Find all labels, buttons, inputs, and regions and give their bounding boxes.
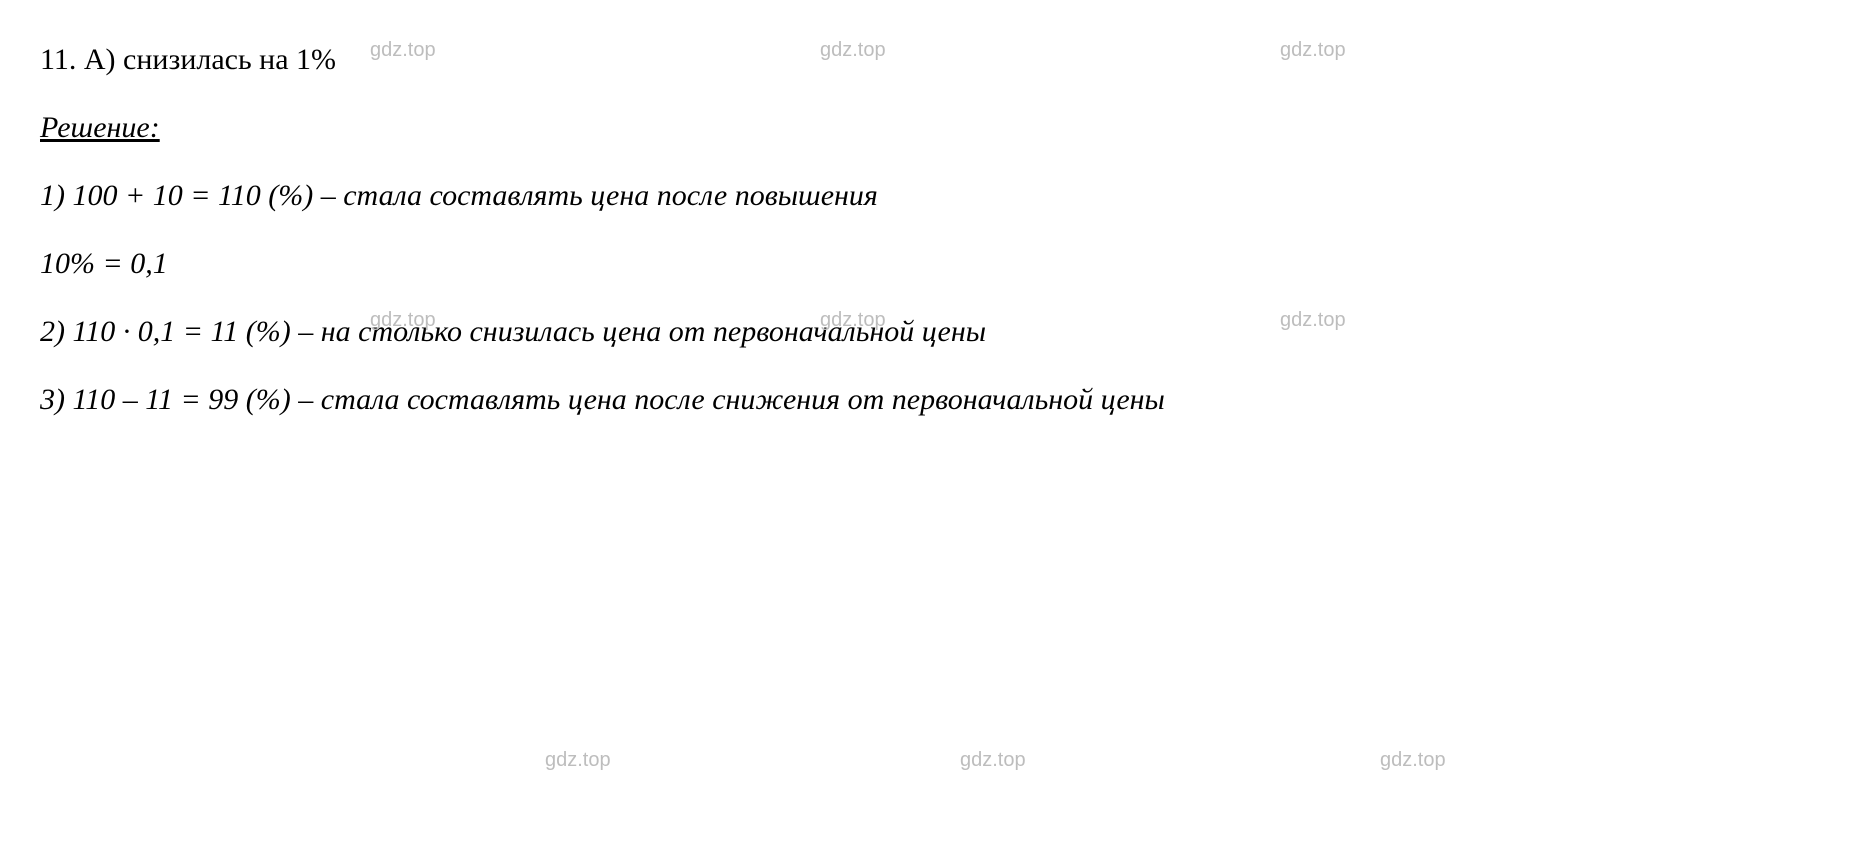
- percent-conversion: 10% = 0,1: [40, 234, 1829, 294]
- watermark-text: gdz.top: [1380, 740, 1446, 780]
- solution-heading: Решение:: [40, 111, 160, 144]
- watermark-text: gdz.top: [545, 740, 611, 780]
- problem-statement: 11. А) снизилась на 1%: [40, 30, 1829, 90]
- solution-heading-row: Решение:: [40, 98, 1829, 158]
- step-2: 2) 110 · 0,1 = 11 (%) – на столько снизи…: [40, 302, 1829, 362]
- step-3: 3) 110 – 11 = 99 (%) – стала составлять …: [40, 370, 1829, 430]
- watermark-text: gdz.top: [960, 740, 1026, 780]
- step-1: 1) 100 + 10 = 110 (%) – стала составлять…: [40, 166, 1829, 226]
